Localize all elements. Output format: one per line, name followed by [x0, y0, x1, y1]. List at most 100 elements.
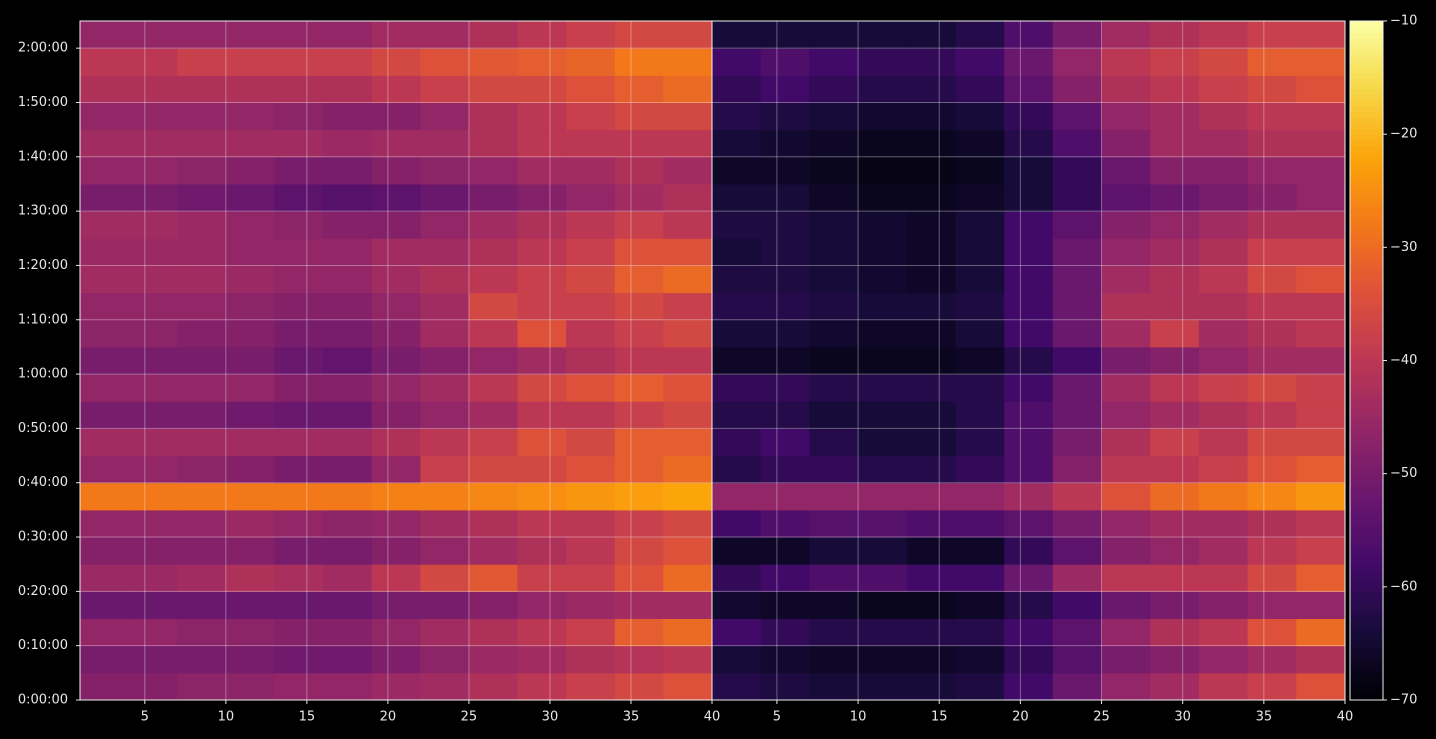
- heat-cell: [906, 374, 956, 402]
- y-tick-label: 1:50:00: [18, 95, 68, 110]
- heat-cell: [663, 455, 713, 484]
- heat-cell: [906, 564, 956, 592]
- heat-cell: [468, 564, 519, 592]
- heat-cell: [906, 265, 956, 294]
- heat-cell: [1247, 102, 1297, 131]
- heat-cell: [566, 374, 616, 402]
- heat-cell: [566, 564, 616, 592]
- heat-cell: [663, 238, 713, 266]
- heat-cell: [177, 591, 227, 620]
- heat-cell: [323, 48, 373, 76]
- heat-cell: [614, 183, 664, 212]
- heat-cell: [128, 672, 178, 701]
- heat-cell: [858, 401, 908, 429]
- heat-cell: [663, 156, 713, 185]
- heat-cell: [809, 509, 859, 538]
- heat-cell: [858, 374, 908, 402]
- heat-cell: [80, 129, 130, 158]
- colorbar-segment: [1350, 139, 1383, 147]
- colorbar-segment: [1350, 315, 1383, 322]
- heat-cell: [1296, 48, 1346, 76]
- colorbar-segment: [1350, 343, 1383, 350]
- heat-cell: [420, 672, 470, 701]
- heat-cell: [225, 102, 275, 131]
- heat-cell: [468, 346, 519, 375]
- heat-cell: [809, 401, 859, 429]
- heat-cell: [906, 211, 956, 239]
- heat-cell: [1198, 401, 1249, 429]
- heat-cell: [1150, 401, 1200, 429]
- heat-cell: [274, 21, 324, 49]
- x-tick-label: 40: [1337, 710, 1354, 725]
- heat-cell: [809, 102, 859, 131]
- x-tick-label: 35: [623, 710, 640, 725]
- colorbar-segment: [1350, 168, 1383, 175]
- heat-cell: [906, 129, 956, 158]
- heat-cell: [323, 75, 373, 103]
- heat-cell: [371, 183, 421, 212]
- heat-cell: [1052, 75, 1103, 103]
- heat-cell: [1198, 75, 1249, 103]
- heat-cell: [1052, 564, 1103, 592]
- heat-cell: [1150, 129, 1200, 158]
- heat-cell: [420, 537, 470, 565]
- heat-cell: [760, 482, 810, 511]
- heat-cell: [955, 564, 1005, 592]
- x-tick-label: 30: [1174, 710, 1191, 725]
- heat-cell: [371, 618, 421, 647]
- heat-cell: [420, 401, 470, 429]
- heat-cell: [1296, 455, 1346, 484]
- heat-cell: [566, 292, 616, 321]
- heat-cell: [663, 75, 713, 103]
- heat-cell: [1247, 48, 1297, 76]
- colorbar-segment: [1350, 32, 1383, 39]
- colorbar-segment: [1350, 671, 1383, 678]
- heat-cell: [1296, 428, 1346, 457]
- heat-cell: [274, 374, 324, 402]
- heat-cell: [371, 48, 421, 76]
- colorbar-tick-label: −40: [1390, 353, 1417, 368]
- heat-cell: [225, 238, 275, 266]
- heat-cell: [1101, 21, 1151, 49]
- heat-cell: [1198, 102, 1249, 131]
- heat-cell: [760, 564, 810, 592]
- heat-cell: [809, 645, 859, 674]
- colorbar-segment: [1350, 77, 1383, 84]
- heat-cell: [177, 75, 227, 103]
- colorbar-tick-label: −50: [1390, 466, 1417, 481]
- heat-cell: [128, 292, 178, 321]
- heat-cell: [663, 102, 713, 131]
- heat-cell: [760, 645, 810, 674]
- heat-cell: [955, 238, 1005, 266]
- heat-cell: [1004, 618, 1054, 647]
- y-tick-label: 0:50:00: [18, 421, 68, 436]
- heat-cell: [468, 102, 519, 131]
- heat-cell: [177, 645, 227, 674]
- heat-cell: [663, 591, 713, 620]
- colorbar-segment: [1350, 190, 1383, 198]
- heat-cell: [1101, 156, 1151, 185]
- heat-cell: [225, 672, 275, 701]
- heat-cell: [712, 374, 762, 402]
- heat-cell: [1101, 102, 1151, 131]
- heat-cell: [517, 509, 567, 538]
- heat-cell: [858, 509, 908, 538]
- heat-cell: [80, 319, 130, 348]
- heat-cell: [760, 618, 810, 647]
- heat-cell: [809, 346, 859, 375]
- heat-cell: [614, 319, 664, 348]
- heat-cell: [128, 319, 178, 348]
- heat-cell: [177, 292, 227, 321]
- heat-cell: [371, 102, 421, 131]
- heat-cell: [468, 482, 519, 511]
- colorbar-segment: [1350, 609, 1383, 616]
- heat-cell: [1150, 672, 1200, 701]
- heat-cell: [663, 319, 713, 348]
- heat-cell: [225, 537, 275, 565]
- heat-cell: [1150, 156, 1200, 185]
- heat-cell: [517, 618, 567, 647]
- heat-cell: [177, 537, 227, 565]
- heat-cell: [858, 48, 908, 76]
- heat-cell: [323, 645, 373, 674]
- heat-cell: [1052, 428, 1103, 457]
